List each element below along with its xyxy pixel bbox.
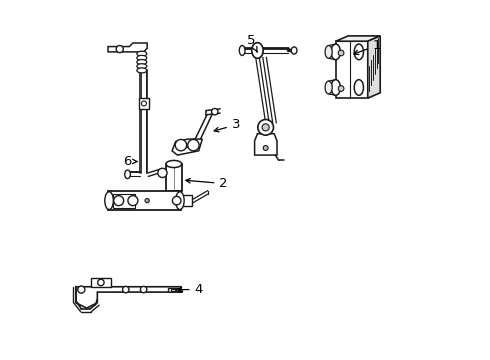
Ellipse shape: [325, 81, 332, 94]
Bar: [166, 164, 182, 191]
Polygon shape: [172, 139, 202, 155]
Polygon shape: [169, 288, 183, 292]
Circle shape: [263, 145, 268, 150]
Circle shape: [175, 139, 187, 151]
Text: 3: 3: [214, 118, 241, 132]
Circle shape: [141, 287, 147, 293]
Polygon shape: [336, 36, 380, 41]
Bar: [176, 288, 179, 291]
Circle shape: [172, 196, 181, 205]
Polygon shape: [76, 287, 181, 308]
Ellipse shape: [325, 45, 332, 58]
Circle shape: [98, 279, 104, 286]
Circle shape: [122, 287, 129, 293]
Bar: [113, 194, 135, 208]
Ellipse shape: [125, 170, 130, 179]
Circle shape: [128, 195, 138, 206]
Ellipse shape: [252, 42, 263, 58]
Ellipse shape: [262, 124, 269, 131]
Ellipse shape: [166, 161, 182, 167]
Circle shape: [212, 108, 218, 115]
Ellipse shape: [137, 51, 147, 56]
Bar: [108, 191, 181, 210]
Circle shape: [142, 101, 147, 106]
Ellipse shape: [331, 80, 341, 95]
Ellipse shape: [137, 68, 147, 73]
Bar: [91, 278, 111, 287]
Bar: [191, 144, 194, 147]
Text: 2: 2: [186, 177, 228, 190]
Polygon shape: [336, 41, 368, 98]
Bar: [139, 98, 148, 109]
Text: 5: 5: [247, 33, 257, 52]
Ellipse shape: [331, 44, 341, 60]
Polygon shape: [108, 43, 147, 52]
Circle shape: [338, 86, 344, 91]
Text: 6: 6: [122, 155, 137, 168]
Circle shape: [78, 286, 85, 293]
Text: 4: 4: [177, 283, 203, 296]
Circle shape: [188, 139, 199, 151]
Circle shape: [338, 50, 344, 56]
Ellipse shape: [137, 59, 147, 64]
Circle shape: [145, 198, 149, 203]
Circle shape: [116, 45, 123, 53]
Polygon shape: [368, 36, 380, 98]
Ellipse shape: [291, 47, 297, 54]
Ellipse shape: [137, 64, 147, 69]
Bar: [186, 144, 189, 147]
Ellipse shape: [239, 45, 245, 55]
Ellipse shape: [137, 55, 147, 60]
Text: 1: 1: [354, 39, 381, 54]
Ellipse shape: [105, 192, 113, 210]
Ellipse shape: [175, 192, 184, 210]
Circle shape: [114, 195, 123, 206]
Polygon shape: [255, 134, 277, 155]
Bar: [172, 288, 175, 291]
Ellipse shape: [354, 44, 364, 60]
Ellipse shape: [258, 120, 273, 135]
Ellipse shape: [354, 80, 364, 95]
Circle shape: [158, 168, 167, 177]
Bar: [182, 195, 193, 206]
